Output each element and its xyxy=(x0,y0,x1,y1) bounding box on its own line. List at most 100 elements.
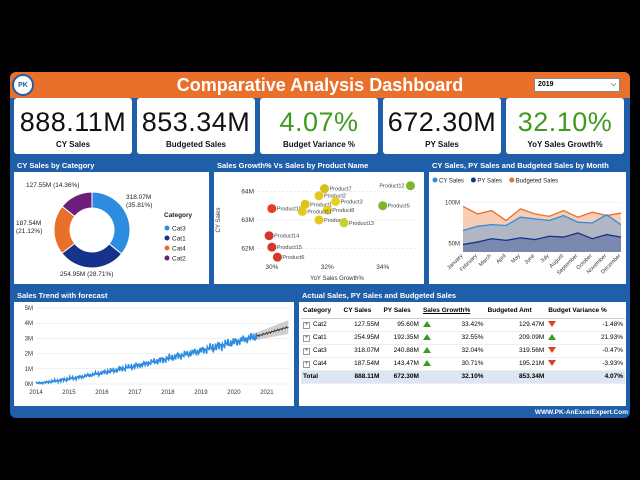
scatter-point-label: Product9 xyxy=(324,218,346,224)
cell-text: 32.10% xyxy=(461,373,484,380)
expand-icon[interactable]: + xyxy=(303,321,310,329)
cell-text: -1.48% xyxy=(602,321,623,328)
col-header-category[interactable]: Category xyxy=(301,304,342,319)
monthly-panel[interactable]: CY Sales, PY Sales and Budgeted Sales by… xyxy=(429,160,626,284)
arrow-down-icon xyxy=(548,347,557,354)
arrow-up-icon xyxy=(422,321,431,328)
y-tick-label: 50M xyxy=(448,242,460,248)
arrow-down-icon xyxy=(548,321,557,328)
cell-text: -3.93% xyxy=(602,360,623,367)
donut-slice-cat1[interactable] xyxy=(61,242,123,269)
scatter-point-product3[interactable] xyxy=(331,196,341,206)
cell-cy-sales: 187.54M xyxy=(341,357,382,371)
scatter-point-product15[interactable] xyxy=(267,242,277,252)
y-axis-label: CY Sales xyxy=(216,208,222,233)
scatter-point-product10[interactable] xyxy=(267,204,277,214)
expand-icon[interactable]: + xyxy=(303,334,310,342)
table-row[interactable]: + Cat2 127.55M 95.60M 33.42% 129.47M -1.48% xyxy=(301,318,625,332)
cell-text: 319.56M xyxy=(518,347,545,354)
trend-panel[interactable]: Sales Trend with forecast 0M 1M 2M 3M 4M 5M 20… xyxy=(14,290,294,406)
scatter-point-product8[interactable] xyxy=(322,205,332,215)
monthly-area-chart[interactable]: CY Sales PY Sales Budgeted Sales50M100MJan… xyxy=(429,172,626,284)
col-header-sales-growth[interactable]: Sales Growth% xyxy=(420,304,486,319)
y-tick-label: 5M xyxy=(25,306,33,312)
legend-marker-cat4 xyxy=(164,245,170,251)
cell-category: Total xyxy=(301,370,342,384)
line-py-sales[interactable] xyxy=(462,232,622,246)
col-header-py-sales[interactable]: PY Sales xyxy=(381,304,421,319)
scatter-point-product6[interactable] xyxy=(272,252,282,262)
kpi-card-cy-sales[interactable]: 888.11M CY Sales xyxy=(14,98,132,154)
kpi-value: 888.11M xyxy=(19,107,127,137)
scatter-point-product9[interactable] xyxy=(314,215,324,225)
cell-text: 95.60M xyxy=(397,321,419,328)
cell-text: 30.71% xyxy=(461,360,484,367)
donut-slice-cat3[interactable] xyxy=(91,191,131,255)
legend-label-cat4: Cat4 xyxy=(172,246,186,253)
line-cy-sales[interactable] xyxy=(462,213,622,232)
x-tick-label: 2018 xyxy=(161,390,175,396)
scatter-point-product13[interactable] xyxy=(339,218,349,228)
cell-text: 32.04% xyxy=(461,347,484,354)
legend-label: PY Sales xyxy=(477,179,502,185)
cell-budget-variance: 4.07% xyxy=(546,370,625,384)
cell-cy-sales: 888.11M xyxy=(341,370,382,384)
col-header-budgeted-amt[interactable]: Budgeted Amt xyxy=(485,304,547,319)
donut-data-label: 318.07M xyxy=(126,194,151,201)
trend-line-chart[interactable]: 0M 1M 2M 3M 4M 5M 2014 2015 2016 2017 2018 2019 2020… xyxy=(14,302,294,406)
scatter-point-product2[interactable] xyxy=(314,191,324,201)
scatter-point-product14[interactable] xyxy=(264,231,274,241)
line-budgeted-sales[interactable] xyxy=(462,205,622,222)
y-tick-label: 2M xyxy=(25,352,33,358)
legend-label-cat2: Cat2 xyxy=(172,256,186,263)
legend-label: CY Sales xyxy=(439,179,464,185)
scatter-panel[interactable]: Sales Growth% Vs Sales by Product Name 6… xyxy=(214,160,424,284)
expand-icon[interactable]: + xyxy=(303,360,310,368)
scatter-point-label: Product11 xyxy=(307,209,332,215)
table-total-row[interactable]: Total 888.11M 672.30M 32.10% 853.34M 4.07% xyxy=(301,370,625,384)
kpi-card-budgeted-sales[interactable]: 853.34M Budgeted Sales xyxy=(137,98,255,154)
scatter-point-product5[interactable] xyxy=(378,201,388,211)
donut-slice-cat2[interactable] xyxy=(61,191,93,218)
logo-text: PK xyxy=(18,81,28,89)
kpi-label: Budgeted Sales xyxy=(165,140,226,149)
scatter-point-product12[interactable] xyxy=(405,181,415,191)
trend-forecast-line[interactable] xyxy=(256,325,289,338)
table-row[interactable]: + Cat1 254.95M 192.35M 32.55% 209.09M 21.93% xyxy=(301,331,625,345)
legend-label-cat1: Cat1 xyxy=(172,236,186,243)
expand-icon[interactable]: + xyxy=(303,347,310,355)
kpi-card-budget-variance[interactable]: 4.07% Budget Variance % xyxy=(260,98,378,154)
kpi-card-py-sales[interactable]: 672.30M PY Sales xyxy=(383,98,501,154)
col-header-budget-variance[interactable]: Budget Variance % xyxy=(546,304,625,319)
scatter-point-label: Product10 xyxy=(277,207,302,213)
sales-table: Category CY Sales PY Sales Sales Growth%… xyxy=(301,304,625,384)
footer-url: WWW.PK-AnExcelExpert.Com xyxy=(534,409,628,416)
table-row[interactable]: + Cat3 318.07M 240.88M 32.04% 319.56M -0.47% xyxy=(301,344,625,358)
header-bar xyxy=(10,72,630,98)
kpi-card-yoy-growth[interactable]: 32.10% YoY Sales Growth% xyxy=(506,98,624,154)
cell-text: Cat2 xyxy=(313,320,327,328)
cell-text: -0.47% xyxy=(602,347,623,354)
arrow-up-icon xyxy=(422,360,431,367)
year-filter-dropdown[interactable]: 2019 ⌵ xyxy=(534,78,620,92)
col-header-cy-sales[interactable]: CY Sales xyxy=(341,304,382,319)
scatter-point-product11[interactable] xyxy=(297,206,307,216)
x-tick-label: 2016 xyxy=(95,390,109,396)
donut-panel[interactable]: CY Sales by Category 318.07M (35.81%) 254.… xyxy=(14,160,209,284)
forecast-confidence-band xyxy=(257,320,289,340)
cell-text: Total xyxy=(303,373,319,380)
legend-marker-cat1 xyxy=(164,235,170,241)
scatter-point-product1[interactable] xyxy=(300,199,310,209)
cell-text: 33.42% xyxy=(461,321,484,328)
scatter-chart[interactable]: 62M 63M 64M 30% 32% 34% YoY Sales Growth% CY Sa… xyxy=(214,172,424,284)
donut-chart[interactable]: 318.07M(35.81%) 254.95M (28.71%) 187.54M(2… xyxy=(14,172,209,284)
table-row[interactable]: + Cat4 187.54M 143.47M 30.71% 195.21M -3.93% xyxy=(301,357,625,371)
table-panel[interactable]: Actual Sales, PY Sales and Budgeted Sale… xyxy=(299,290,626,406)
cell-budget-variance: -1.48% xyxy=(546,318,625,332)
scatter-point-product7[interactable] xyxy=(320,184,330,194)
legend-marker xyxy=(432,177,438,183)
y-tick-label: 100M xyxy=(445,200,460,206)
scatter-point-label: Product15 xyxy=(277,245,302,251)
kpi-value: 4.07% xyxy=(279,107,359,137)
trend-actual-line[interactable] xyxy=(35,332,258,386)
